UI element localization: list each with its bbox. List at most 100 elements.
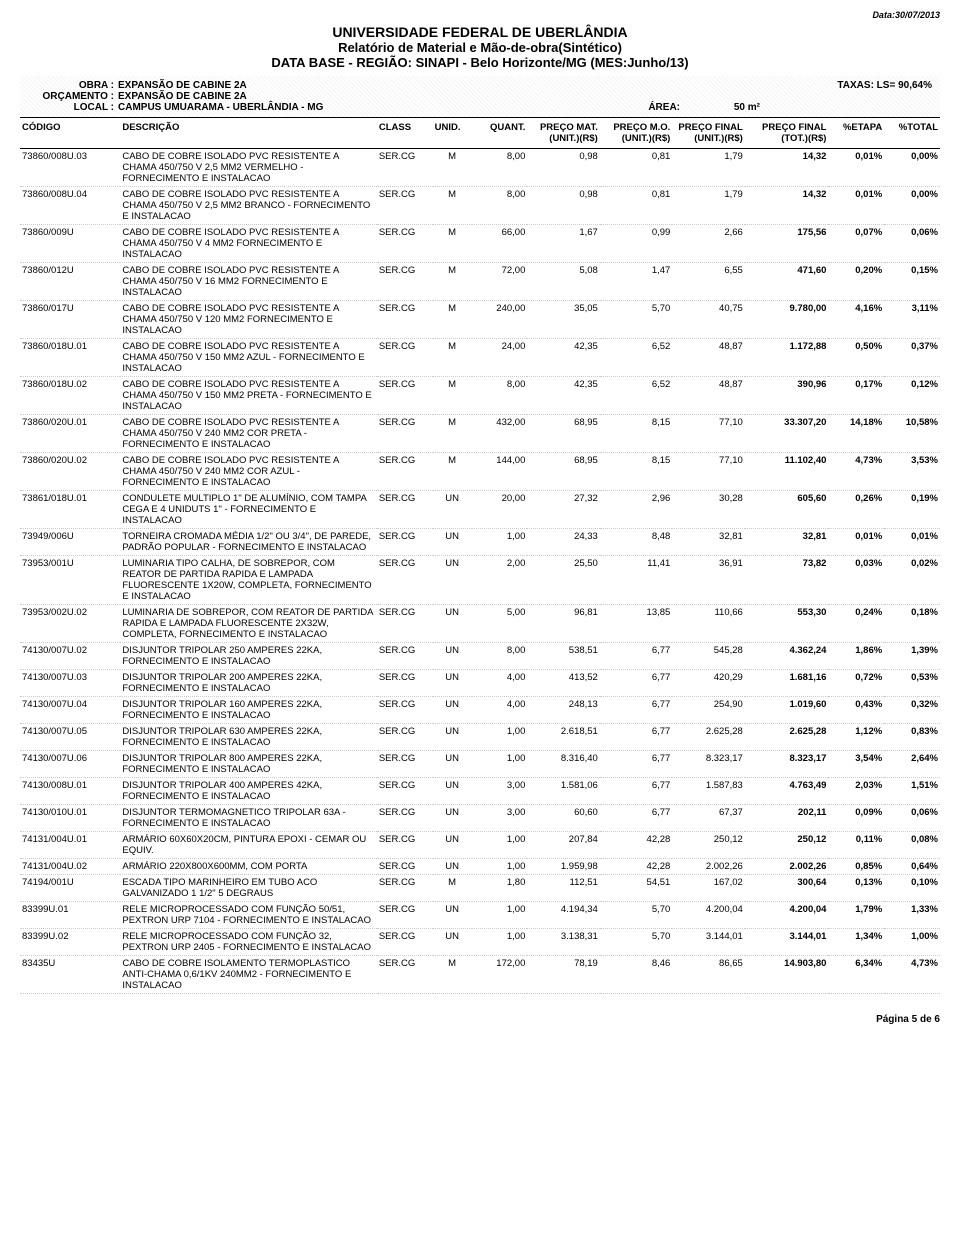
- cell-unid: UN: [433, 643, 472, 670]
- cell-pft: 4.763,49: [745, 778, 829, 805]
- cell-total: 0,06%: [884, 225, 940, 263]
- cell-codigo: 74130/007U.06: [20, 751, 120, 778]
- cell-pmo: 42,28: [600, 859, 672, 875]
- col-preco-mat: PREÇO MAT. (UNIT.)(R$): [527, 118, 599, 149]
- cell-class: SER.CG: [377, 902, 433, 929]
- cell-codigo: 74130/008U.01: [20, 778, 120, 805]
- cell-pfu: 545,28: [672, 643, 744, 670]
- cell-quant: 4,00: [472, 670, 528, 697]
- cell-unid: UN: [433, 751, 472, 778]
- cell-pmat: 60,60: [527, 805, 599, 832]
- cell-pmo: 6,77: [600, 751, 672, 778]
- cell-quant: 66,00: [472, 225, 528, 263]
- cell-quant: 1,00: [472, 832, 528, 859]
- cell-class: SER.CG: [377, 697, 433, 724]
- cell-etapa: 14,18%: [828, 415, 884, 453]
- cell-unid: UN: [433, 929, 472, 956]
- cell-total: 1,39%: [884, 643, 940, 670]
- cell-quant: 3,00: [472, 778, 528, 805]
- cell-pmo: 2,96: [600, 491, 672, 529]
- cell-etapa: 0,01%: [828, 529, 884, 556]
- table-row: 73860/017UCABO DE COBRE ISOLADO PVC RESI…: [20, 301, 940, 339]
- cell-pft: 14,32: [745, 149, 829, 187]
- cell-pmat: 1.581,06: [527, 778, 599, 805]
- cell-total: 0,18%: [884, 605, 940, 643]
- col-etapa: %ETAPA: [828, 118, 884, 149]
- cell-pft: 175,56: [745, 225, 829, 263]
- cell-etapa: 4,73%: [828, 453, 884, 491]
- cell-codigo: 83435U: [20, 956, 120, 994]
- cell-desc: CONDULETE MULTIPLO 1" DE ALUMÍNIO, COM T…: [120, 491, 376, 529]
- cell-total: 3,53%: [884, 453, 940, 491]
- cell-pfu: 67,37: [672, 805, 744, 832]
- local-label: LOCAL :: [28, 102, 118, 113]
- cell-pmat: 0,98: [527, 149, 599, 187]
- cell-unid: UN: [433, 805, 472, 832]
- cell-desc: ARMÁRIO 220X800X600MM, COM PORTA: [120, 859, 376, 875]
- cell-pft: 471,60: [745, 263, 829, 301]
- cell-class: SER.CG: [377, 643, 433, 670]
- cell-etapa: 0,09%: [828, 805, 884, 832]
- cell-etapa: 1,86%: [828, 643, 884, 670]
- cell-codigo: 74130/010U.01: [20, 805, 120, 832]
- cell-unid: UN: [433, 902, 472, 929]
- cell-pmo: 0,81: [600, 149, 672, 187]
- cell-pfu: 254,90: [672, 697, 744, 724]
- cell-etapa: 1,79%: [828, 902, 884, 929]
- cell-pmat: 207,84: [527, 832, 599, 859]
- cell-class: SER.CG: [377, 491, 433, 529]
- cell-codigo: 73953/001U: [20, 556, 120, 605]
- cell-class: SER.CG: [377, 859, 433, 875]
- cell-codigo: 73860/018U.01: [20, 339, 120, 377]
- table-row: 83399U.02RELE MICROPROCESSADO COM FUNÇÃO…: [20, 929, 940, 956]
- cell-quant: 432,00: [472, 415, 528, 453]
- cell-total: 0,83%: [884, 724, 940, 751]
- cell-unid: M: [433, 875, 472, 902]
- cell-pfu: 48,87: [672, 339, 744, 377]
- cell-quant: 1,80: [472, 875, 528, 902]
- cell-quant: 1,00: [472, 724, 528, 751]
- table-row: 73861/018U.01CONDULETE MULTIPLO 1" DE AL…: [20, 491, 940, 529]
- cell-quant: 8,00: [472, 149, 528, 187]
- cell-pft: 1.172,88: [745, 339, 829, 377]
- cell-pmo: 1,47: [600, 263, 672, 301]
- cell-quant: 1,00: [472, 902, 528, 929]
- cell-total: 10,58%: [884, 415, 940, 453]
- table-row: 83435UCABO DE COBRE ISOLAMENTO TERMOPLAS…: [20, 956, 940, 994]
- cell-codigo: 74131/004U.02: [20, 859, 120, 875]
- table-row: 73860/008U.03CABO DE COBRE ISOLADO PVC R…: [20, 149, 940, 187]
- cell-pmo: 8,15: [600, 453, 672, 491]
- cell-pfu: 167,02: [672, 875, 744, 902]
- cell-pfu: 32,81: [672, 529, 744, 556]
- cell-codigo: 73860/020U.02: [20, 453, 120, 491]
- cell-codigo: 74130/007U.03: [20, 670, 120, 697]
- cell-pft: 32,81: [745, 529, 829, 556]
- col-unid: UNID.: [433, 118, 472, 149]
- cell-pfu: 77,10: [672, 415, 744, 453]
- table-row: 73953/002U.02LUMINARIA DE SOBREPOR, COM …: [20, 605, 940, 643]
- table-body: 73860/008U.03CABO DE COBRE ISOLADO PVC R…: [20, 149, 940, 994]
- cell-quant: 8,00: [472, 377, 528, 415]
- cell-unid: M: [433, 377, 472, 415]
- cell-total: 0,08%: [884, 832, 940, 859]
- cell-pfu: 1,79: [672, 149, 744, 187]
- cell-desc: LUMINARIA DE SOBREPOR, COM REATOR DE PAR…: [120, 605, 376, 643]
- cell-desc: ARMÁRIO 60X60X20CM, PINTURA EPOXI - CEMA…: [120, 832, 376, 859]
- cell-etapa: 0,03%: [828, 556, 884, 605]
- cell-total: 0,15%: [884, 263, 940, 301]
- cell-unid: UN: [433, 605, 472, 643]
- cell-class: SER.CG: [377, 225, 433, 263]
- cell-desc: CABO DE COBRE ISOLADO PVC RESISTENTE A C…: [120, 453, 376, 491]
- cell-etapa: 0,50%: [828, 339, 884, 377]
- col-preco-final-t: PREÇO FINAL (TOT.)(R$): [745, 118, 829, 149]
- cell-etapa: 0,24%: [828, 605, 884, 643]
- cell-pft: 14,32: [745, 187, 829, 225]
- cell-class: SER.CG: [377, 875, 433, 902]
- cell-pmo: 8,15: [600, 415, 672, 453]
- header-titles: UNIVERSIDADE FEDERAL DE UBERLÂNDIA Relat…: [20, 24, 940, 70]
- cell-pfu: 2.002,26: [672, 859, 744, 875]
- cell-pmo: 6,77: [600, 724, 672, 751]
- cell-pfu: 1.587,83: [672, 778, 744, 805]
- cell-pmat: 8.316,40: [527, 751, 599, 778]
- cell-pmo: 13,85: [600, 605, 672, 643]
